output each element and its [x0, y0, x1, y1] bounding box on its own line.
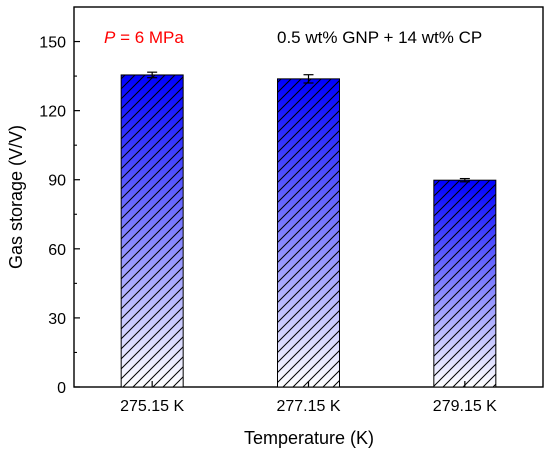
composition-annotation: 0.5 wt% GNP + 14 wt% CP [277, 28, 482, 47]
y-axis: 0 30 60 90 120 150 [39, 35, 80, 397]
y-tick-label: 0 [57, 380, 66, 397]
y-tick-label: 150 [39, 35, 66, 52]
pressure-symbol: P [104, 28, 116, 47]
x-axis: 275.15 K 277.15 K 279.15 K [120, 381, 497, 415]
pressure-value: = 6 MPa [115, 28, 184, 47]
y-tick-label: 120 [39, 104, 66, 121]
y-tick-label: 30 [48, 311, 66, 328]
bars-group [120, 71, 497, 388]
bar [277, 78, 340, 388]
x-tick-label: 277.15 K [276, 398, 340, 415]
y-axis-title: Gas storage (V/V) [6, 125, 26, 269]
y-tick-label: 60 [48, 242, 66, 259]
pressure-annotation: P = 6 MPa [104, 28, 184, 47]
x-tick-label: 275.15 K [120, 398, 184, 415]
bar [120, 74, 184, 388]
x-tick-label: 279.15 K [433, 398, 497, 415]
x-axis-title: Temperature (K) [244, 428, 374, 448]
bar [433, 179, 497, 388]
y-tick-label: 90 [48, 173, 66, 190]
